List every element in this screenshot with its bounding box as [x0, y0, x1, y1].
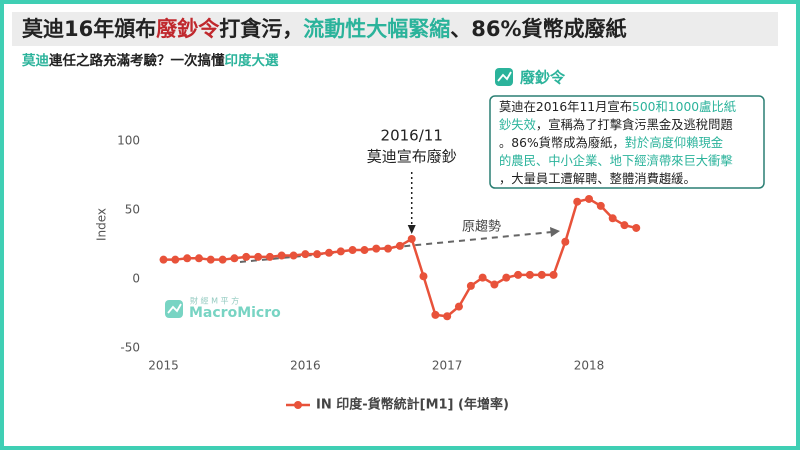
event-date: 2016/11: [381, 127, 443, 145]
note-box: [489, 95, 765, 189]
y-tick-label: 100: [117, 134, 140, 148]
data-point: [502, 273, 511, 282]
y-tick-label: -50: [120, 341, 140, 355]
data-point: [407, 234, 416, 243]
title-segment: 、86%貨幣成廢紙: [450, 17, 626, 41]
data-point: [585, 194, 594, 203]
data-point: [254, 252, 263, 261]
watermark: 財 經 M 平 方 MacroMicro: [165, 296, 281, 321]
note-segment: ，大量員工遭解聘、整體消費趨緩。: [499, 171, 696, 186]
plot: -50 0 50 100 2015 2016 2017 2018 Index 原趨勢 2016/11…: [95, 127, 641, 413]
data-point: [360, 246, 369, 255]
note-line: 鈔失效，宣稱為了打擊貪污黑金及逃稅問題: [499, 117, 733, 132]
x-tick-label: 2017: [432, 359, 463, 373]
data-point: [336, 247, 345, 256]
data-point: [171, 255, 180, 264]
data-point: [525, 270, 534, 279]
note-line: 莫迪在2016年11月宣布500和1000盧比紙: [499, 99, 736, 114]
subtitle-segment: 莫迪: [21, 52, 49, 69]
data-point: [325, 248, 334, 257]
data-point: [596, 201, 605, 210]
data-point: [466, 281, 475, 290]
legend-label: IN 印度-貨幣統計[M1] (年增率): [316, 397, 509, 413]
trend-label: 原趨勢: [462, 220, 501, 235]
data-point: [218, 255, 227, 264]
data-point: [230, 254, 239, 263]
data-point: [561, 237, 570, 246]
data-point: [289, 251, 298, 260]
title: 莫迪16年頒布廢鈔令打貪污，流動性大幅緊縮、86%貨幣成廢紙: [21, 17, 627, 41]
note-segment: 500和1000盧比紙: [632, 99, 736, 114]
subtitle: 莫迪連任之路充滿考驗？一次搞懂印度大選: [21, 52, 279, 69]
note-segment: ，宣稱為了打擊貪污黑金及逃稅問題: [536, 117, 733, 132]
note-segment: 莫迪在2016年11月宣布: [499, 99, 632, 114]
watermark-brand: MacroMicro: [189, 305, 281, 321]
data-point: [206, 255, 215, 264]
data-point: [431, 310, 440, 319]
data-point: [620, 221, 629, 230]
title-bar: [12, 12, 778, 46]
data-point: [478, 273, 487, 282]
data-point: [608, 214, 617, 223]
title-segment: 廢鈔令: [156, 17, 220, 41]
note-line: 的農民、中小企業、地下經濟帶來巨大衝擊: [499, 153, 733, 168]
data-point: [514, 270, 523, 279]
data-point: [277, 251, 286, 260]
data-point: [301, 250, 310, 259]
title-segment: 流動性大幅緊縮: [303, 17, 450, 41]
data-point: [242, 252, 251, 261]
note-title: 廢鈔令: [520, 69, 566, 87]
data-point: [194, 254, 203, 263]
data-point: [454, 302, 463, 311]
data-point: [632, 223, 641, 232]
note-text: 莫迪在2016年11月宣布500和1000盧比紙鈔失效，宣稱為了打擊貪污黑金及逃…: [499, 99, 736, 186]
data-point: [537, 270, 546, 279]
data-point: [313, 250, 322, 259]
data-point: [183, 254, 192, 263]
trend-arrow-head: [550, 227, 560, 237]
event-arrow-head: [407, 225, 416, 234]
data-point: [419, 272, 428, 281]
note-icon-line: [497, 71, 512, 82]
watermark-small: 財 經 M 平 方: [190, 296, 239, 306]
subtitle-segment: 印度大選: [225, 52, 279, 69]
x-tick-label: 2015: [148, 359, 179, 373]
data-point: [549, 270, 558, 279]
title-segment: 莫迪16年頒布: [21, 17, 156, 41]
event-text: 莫迪宣布廢鈔: [367, 148, 457, 166]
data-point: [395, 241, 404, 250]
data-point: [443, 312, 452, 321]
data-point: [348, 246, 357, 255]
note-segment: 鈔失效: [499, 117, 536, 132]
data-point: [159, 255, 168, 264]
subtitle-segment: 連任之路充滿考驗？一次搞懂: [49, 52, 225, 69]
note-line: ，大量員工遭解聘、整體消費趨緩。: [499, 171, 696, 186]
y-tick-label: 0: [132, 272, 140, 286]
data-point: [265, 252, 274, 261]
data-point: [372, 244, 381, 253]
watermark-icon-line: [167, 303, 182, 314]
note-segment: 。86%貨幣成為廢紙，: [499, 135, 625, 150]
title-segment: 打貪污，: [219, 17, 303, 41]
data-point: [384, 244, 393, 253]
data-point: [573, 197, 582, 206]
x-tick-label: 2018: [574, 359, 605, 373]
note-line: 。86%貨幣成為廢紙，對於高度仰賴現金: [499, 135, 723, 150]
y-tick-label: 50: [125, 203, 140, 217]
y-axis-label: Index: [95, 208, 109, 241]
note-segment: 的農民、中小企業、地下經濟帶來巨大衝擊: [499, 153, 733, 168]
data-point: [490, 280, 499, 289]
note-segment: 對於高度仰賴現金: [625, 135, 723, 150]
legend-marker: [294, 401, 302, 409]
x-tick-label: 2016: [290, 359, 321, 373]
